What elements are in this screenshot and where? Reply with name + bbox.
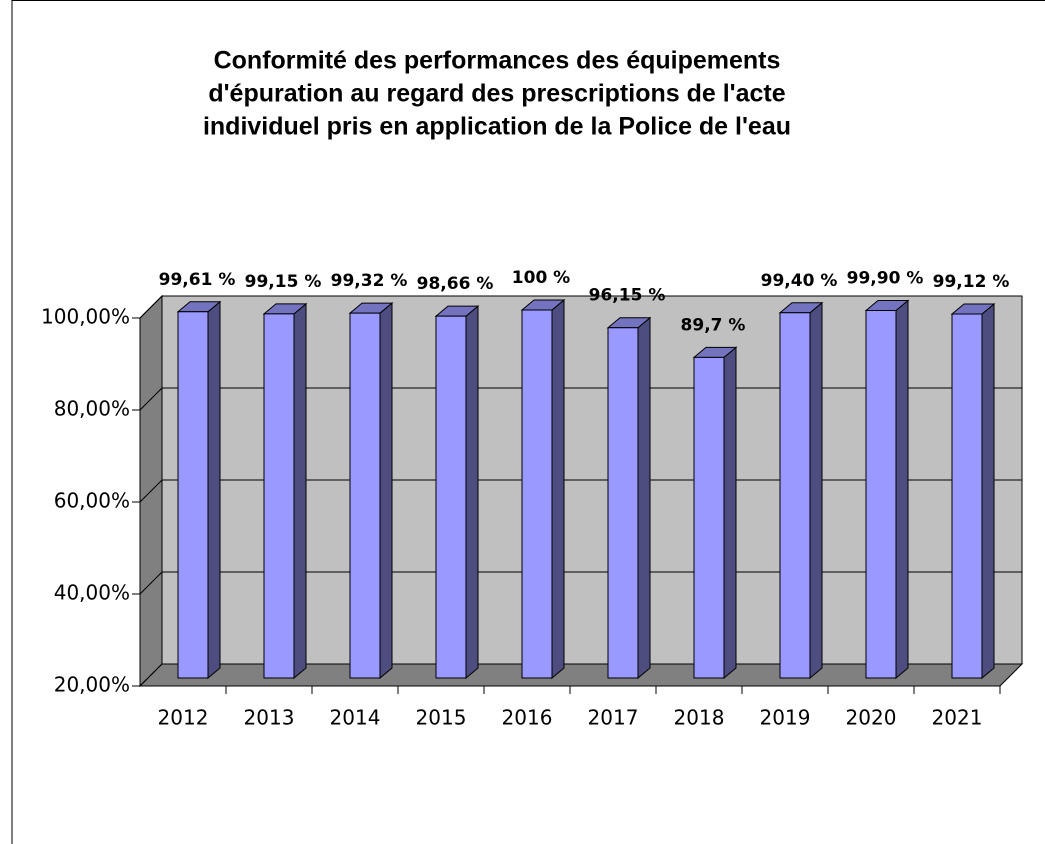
value-label: 89,7 % (681, 315, 746, 335)
bar (520, 298, 566, 680)
bar (606, 316, 652, 680)
bar-front (779, 312, 811, 679)
value-label: 99,90 % (847, 268, 924, 288)
y-tick-label: 60,00% (54, 489, 130, 513)
bar-front (607, 327, 639, 679)
bar-front (693, 356, 725, 679)
value-label: 99,40 % (761, 271, 838, 291)
bar-side (293, 302, 307, 680)
bar (692, 346, 738, 680)
value-label: 98,66 % (417, 274, 494, 294)
bar (950, 302, 996, 680)
bar (778, 301, 824, 680)
bar-front (349, 312, 381, 679)
bar (176, 300, 222, 680)
chart-title: d'épuration au regard des prescriptions … (208, 80, 785, 108)
x-tick-label: 2015 (416, 706, 467, 730)
chart-title: Conformité des performances des équipeme… (214, 47, 781, 75)
bar-side (637, 316, 651, 680)
bar-side (723, 346, 737, 680)
bar-side (809, 301, 823, 680)
bar-front (263, 313, 295, 679)
bar-front (865, 309, 897, 679)
bar-side (981, 302, 995, 680)
bar-side (551, 298, 565, 680)
x-tick-label: 2016 (502, 706, 553, 730)
bar-front (177, 311, 209, 679)
bar-side (379, 302, 393, 680)
bar (434, 305, 480, 680)
grid-line (139, 295, 1022, 319)
x-tick-label: 2020 (846, 706, 897, 730)
chart-title: individuel pris en application de la Pol… (203, 113, 791, 141)
bar-front (435, 315, 467, 679)
x-tick-label: 2013 (244, 706, 295, 730)
value-label: 99,15 % (245, 272, 322, 292)
value-label: 100 % (512, 268, 570, 288)
bar-side (895, 299, 909, 680)
bar-front (951, 313, 983, 679)
y-tick-label: 100,00% (41, 305, 130, 329)
y-tick-label: 80,00% (54, 397, 130, 421)
x-tick-label: 2019 (760, 706, 811, 730)
bar (348, 302, 394, 680)
x-tick-label: 2014 (330, 706, 381, 730)
y-tick-label: 40,00% (54, 581, 130, 605)
bar-front (521, 309, 553, 679)
x-tick-label: 2012 (158, 706, 209, 730)
bar-side (207, 300, 221, 680)
x-tick-label: 2021 (932, 706, 983, 730)
value-label: 99,32 % (331, 271, 408, 291)
x-tick-label: 2017 (588, 706, 639, 730)
y-tick-label: 20,00% (54, 673, 130, 697)
bar (262, 302, 308, 680)
value-label: 99,12 % (933, 272, 1010, 292)
value-label: 99,61 % (159, 270, 236, 290)
bar-side (465, 305, 479, 680)
x-tick-label: 2018 (674, 706, 725, 730)
value-label: 96,15 % (589, 286, 666, 306)
bar (864, 299, 910, 680)
